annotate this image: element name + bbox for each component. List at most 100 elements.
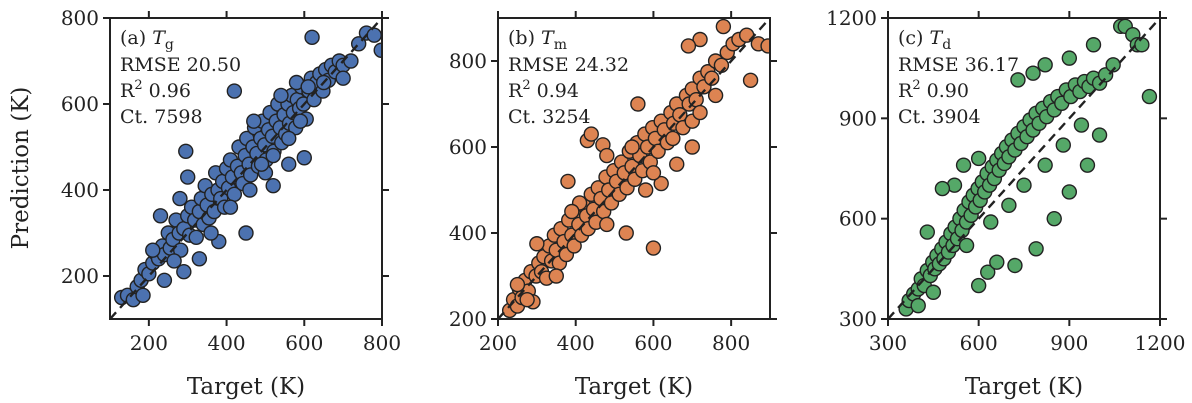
data-point	[1010, 72, 1026, 88]
data-point	[145, 242, 161, 258]
stat-superscript: 2	[912, 78, 920, 93]
y-tick-label: 400	[449, 221, 487, 245]
data-point	[1028, 241, 1044, 257]
x-tick-label: 800	[363, 331, 401, 355]
x-tick-label: 600	[634, 331, 672, 355]
data-point	[653, 175, 669, 192]
data-point	[238, 225, 254, 241]
stat-key: RMSE	[508, 54, 569, 76]
data-point	[1025, 65, 1041, 81]
data-point	[692, 31, 708, 48]
stat-key: Ct.	[898, 106, 926, 128]
stat-key: Ct.	[120, 106, 148, 128]
stat-line: R2 0.90	[898, 78, 969, 102]
x-axis-label: Target (K)	[965, 374, 1083, 400]
data-point	[292, 113, 309, 129]
plot-frame	[887, 17, 1161, 320]
stat-line: RMSE 36.17	[898, 54, 1019, 76]
data-point	[958, 237, 975, 254]
stat-value: 20.50	[181, 54, 241, 76]
y-tick-label: 800	[61, 6, 99, 30]
stat-line: Ct. 7598	[120, 106, 203, 128]
data-point	[989, 254, 1005, 270]
data-point	[304, 29, 320, 46]
parity-line	[498, 18, 770, 319]
data-point	[564, 203, 580, 220]
point-group	[498, 18, 770, 319]
x-tick-label: 300	[869, 331, 907, 355]
data-point	[583, 126, 599, 142]
y-tick-label: 1200	[826, 6, 877, 30]
data-point	[548, 268, 564, 284]
data-point	[222, 199, 239, 215]
data-point	[1016, 177, 1032, 193]
panel-c: 300 600 900 1200 300 600 900 1200 Target (K) (c) …	[826, 6, 1185, 400]
data-point	[618, 225, 634, 241]
data-point	[599, 216, 615, 233]
x-tick-label: 900	[1050, 331, 1088, 355]
stat-value: 0.96	[143, 80, 191, 102]
data-point	[191, 251, 208, 267]
data-point	[910, 297, 926, 314]
data-point	[1061, 184, 1078, 200]
stat-value: 24.32	[569, 54, 629, 76]
x-tick-label: 400	[207, 331, 245, 355]
parity-line	[888, 18, 1160, 319]
data-point	[1046, 210, 1062, 227]
data-point	[1091, 127, 1108, 143]
stat-line: Ct. 3904	[898, 106, 981, 128]
data-point	[265, 147, 281, 164]
data-point	[519, 291, 535, 308]
point-group	[888, 18, 1160, 319]
panel-symbol: T	[152, 27, 166, 49]
stat-line: RMSE 24.32	[508, 54, 629, 76]
data-point	[1055, 137, 1071, 153]
panel-title: (b) Tm	[508, 27, 567, 53]
data-point	[645, 240, 662, 256]
data-point	[707, 87, 724, 104]
data-point	[1037, 57, 1053, 73]
panel-subscript: m	[554, 37, 567, 53]
data-point	[715, 18, 732, 35]
data-point	[265, 177, 281, 194]
data-point	[1001, 197, 1017, 213]
data-point	[300, 79, 316, 95]
y-tick-label: 800	[449, 49, 487, 73]
panel-letter: (a)	[120, 27, 152, 49]
plot-frame	[497, 17, 771, 320]
data-point	[630, 96, 646, 112]
data-point	[645, 165, 662, 181]
panel-letter: (c)	[898, 27, 930, 49]
data-point	[1007, 257, 1023, 274]
data-point	[253, 156, 270, 172]
y-tick-label: 900	[839, 106, 877, 130]
y-tick-label: 400	[61, 178, 99, 202]
stat-superscript: 2	[522, 78, 530, 93]
y-tick-label: 600	[839, 207, 877, 231]
y-tick-label: 200	[61, 264, 99, 288]
data-point	[281, 130, 297, 147]
data-point	[509, 276, 526, 293]
x-tick-label: 1200	[1135, 331, 1186, 355]
panel-subscript: g	[165, 37, 174, 53]
stat-superscript: 2	[134, 78, 142, 93]
data-point	[1037, 157, 1053, 173]
point-group	[110, 18, 382, 319]
data-point	[624, 139, 640, 155]
x-axis-label: Target (K)	[187, 374, 305, 400]
data-point	[135, 287, 151, 304]
data-point	[684, 139, 700, 155]
stat-line: Ct. 3254	[508, 106, 591, 128]
panel-subscript: d	[942, 37, 951, 53]
data-point	[156, 272, 173, 288]
y-axis-label: Prediction (K)	[8, 87, 34, 250]
data-point	[1079, 157, 1096, 173]
data-point	[970, 277, 987, 294]
data-point	[1073, 117, 1090, 133]
panel-title: (c) Td	[898, 27, 951, 53]
x-tick-label: 600	[285, 331, 323, 355]
data-point	[980, 264, 996, 280]
data-point	[560, 173, 576, 190]
data-point	[176, 264, 192, 280]
y-tick-label: 600	[61, 92, 99, 116]
